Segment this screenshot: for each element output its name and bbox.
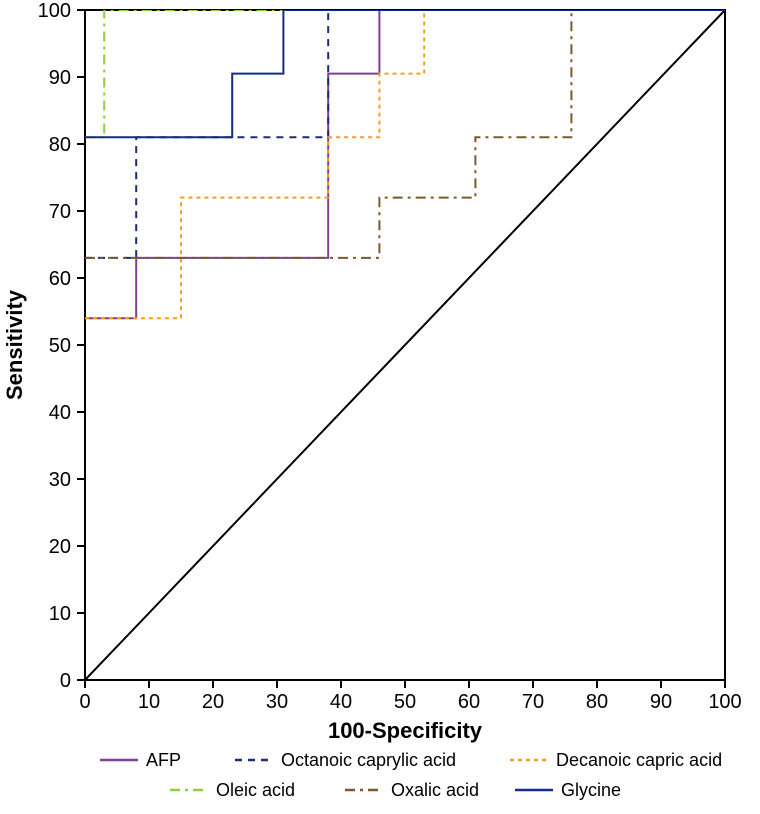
legend-label-afp: AFP bbox=[146, 750, 181, 770]
y-tick-label: 50 bbox=[49, 335, 71, 357]
roc-chart: 0 10 20 30 40 50 60 70 80 90 100 0 10 20 30 40 50 60 70 80 9… bbox=[0, 0, 760, 814]
x-tick-label: 80 bbox=[586, 691, 608, 713]
legend-label-decanoic: Decanoic capric acid bbox=[556, 750, 722, 770]
legend-label-octanoic: Octanoic caprylic acid bbox=[281, 750, 456, 770]
x-tick-label: 0 bbox=[79, 691, 90, 713]
x-tick-label: 90 bbox=[650, 691, 672, 713]
y-tick-label: 0 bbox=[60, 670, 71, 692]
series-group bbox=[85, 10, 725, 680]
y-tick-label: 20 bbox=[49, 536, 71, 558]
x-tick-label: 30 bbox=[266, 691, 288, 713]
x-tick-label: 60 bbox=[458, 691, 480, 713]
series-afp bbox=[85, 10, 725, 318]
y-axis-label: Sensitivity bbox=[2, 289, 27, 400]
series-decanoic bbox=[85, 10, 725, 318]
y-tick-label: 60 bbox=[49, 268, 71, 290]
x-axis-label: 100-Specificity bbox=[328, 718, 483, 743]
y-tick-label: 100 bbox=[38, 0, 71, 22]
roc-chart-svg: 0 10 20 30 40 50 60 70 80 90 100 0 10 20 30 40 50 60 70 80 9… bbox=[0, 0, 760, 814]
y-tick-label: 70 bbox=[49, 201, 71, 223]
x-tick-label: 20 bbox=[202, 691, 224, 713]
y-tick-label: 10 bbox=[49, 603, 71, 625]
series-oleic bbox=[85, 10, 725, 137]
x-tick-label: 40 bbox=[330, 691, 352, 713]
y-tick-label: 80 bbox=[49, 134, 71, 156]
x-tick-label: 100 bbox=[708, 691, 741, 713]
y-tick-label: 30 bbox=[49, 469, 71, 491]
legend-label-oxalic: Oxalic acid bbox=[391, 780, 479, 800]
legend-label-oleic: Oleic acid bbox=[216, 780, 295, 800]
legend-label-glycine: Glycine bbox=[561, 780, 621, 800]
x-tick-label: 70 bbox=[522, 691, 544, 713]
x-tick-label: 10 bbox=[138, 691, 160, 713]
x-tick-label: 50 bbox=[394, 691, 416, 713]
reference-diagonal bbox=[85, 10, 725, 680]
y-tick-label: 40 bbox=[49, 402, 71, 424]
y-tick-label: 90 bbox=[49, 67, 71, 89]
series-glycine bbox=[85, 10, 725, 137]
